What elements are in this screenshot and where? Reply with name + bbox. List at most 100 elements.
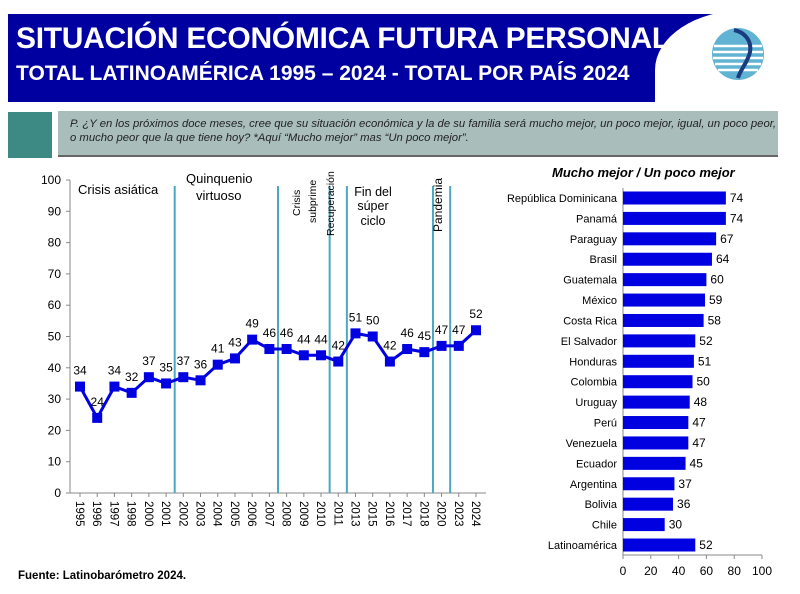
bar xyxy=(623,334,696,348)
data-label: 44 xyxy=(314,332,328,346)
x-tick-label: 2015 xyxy=(366,501,378,527)
bar xyxy=(623,395,690,409)
period-label-subprime: Crisis xyxy=(291,190,303,216)
x-tick-label: 2017 xyxy=(400,501,412,527)
data-point xyxy=(264,344,275,355)
data-point xyxy=(143,372,154,383)
data-label: 37 xyxy=(142,354,156,368)
x-tick-label: 100 xyxy=(752,564,772,578)
period-label-pandemia: Pandemia xyxy=(431,178,445,232)
period-label-subprime: subprime xyxy=(307,180,319,223)
category-label: Ecuador xyxy=(576,458,617,470)
x-tick-label: 2008 xyxy=(280,501,292,527)
bar-value-label: 58 xyxy=(708,313,722,327)
data-label: 47 xyxy=(452,323,466,337)
data-label: 32 xyxy=(125,370,139,384)
category-label: Brasil xyxy=(589,254,617,266)
bar xyxy=(623,456,686,470)
y-tick-label: 100 xyxy=(41,173,61,187)
bar-value-label: 74 xyxy=(730,211,744,225)
bar-value-label: 51 xyxy=(698,354,712,368)
x-tick-label: 2020 xyxy=(435,501,447,527)
question-text: P. ¿Y en los próximos doce meses, cree q… xyxy=(58,111,778,157)
data-point xyxy=(316,350,327,361)
category-label: Paraguay xyxy=(570,234,618,246)
data-label: 47 xyxy=(435,323,449,337)
header-banner xyxy=(8,14,768,102)
x-tick-label: 1998 xyxy=(125,501,137,527)
data-point xyxy=(161,378,172,389)
data-point xyxy=(195,375,206,386)
data-label: 41 xyxy=(211,342,225,356)
data-label: 51 xyxy=(349,310,363,324)
bar xyxy=(623,252,712,266)
x-tick-label: 2004 xyxy=(211,501,223,527)
data-label: 44 xyxy=(297,332,311,346)
data-label: 52 xyxy=(469,307,483,321)
bar-value-label: 47 xyxy=(692,416,706,430)
bar xyxy=(623,416,689,430)
x-tick-label: 2011 xyxy=(331,501,343,526)
category-label: Uruguay xyxy=(575,397,617,409)
bar xyxy=(623,354,694,368)
source-note: Fuente: Latinobarómetro 2024. xyxy=(18,570,187,582)
y-tick-label: 20 xyxy=(48,423,62,437)
y-tick-label: 0 xyxy=(54,486,61,500)
data-label: 50 xyxy=(366,314,380,328)
bar-value-label: 30 xyxy=(669,518,683,532)
category-label: El Salvador xyxy=(561,336,618,348)
category-label: Perú xyxy=(594,418,617,430)
x-tick-label: 2013 xyxy=(348,501,360,527)
bar-value-label: 60 xyxy=(710,273,724,287)
bar-chart: Mucho mejor / Un poco mejor 0 20 40 60 80 100 R… xyxy=(507,165,772,578)
data-label: 49 xyxy=(245,317,259,331)
bar xyxy=(623,477,675,491)
x-tick-label: 80 xyxy=(728,564,742,578)
bar-value-label: 48 xyxy=(694,395,708,409)
data-point xyxy=(229,353,240,364)
bar-value-label: 52 xyxy=(699,538,713,552)
x-tick-label: 2009 xyxy=(297,501,309,527)
x-tick-label: 2000 xyxy=(142,501,154,527)
bar-value-label: 67 xyxy=(720,232,734,246)
x-tick-label: 2010 xyxy=(314,501,326,527)
data-label: 36 xyxy=(194,357,208,371)
data-point xyxy=(471,325,481,336)
data-point xyxy=(384,356,395,367)
question-marker xyxy=(8,112,52,158)
data-label: 46 xyxy=(263,326,277,340)
period-label-fin-super-ciclo: Fin del xyxy=(354,185,392,199)
data-point xyxy=(247,334,258,345)
y-tick-label: 70 xyxy=(48,267,62,281)
period-label-quinquenio: virtuoso xyxy=(196,188,242,203)
line-chart: 0 10 20 30 40 50 60 70 80 90 100 1995 1996 1997 1998 20… xyxy=(41,171,486,527)
period-label-quinquenio: Quinquenio xyxy=(186,171,253,186)
x-tick-label: 2016 xyxy=(383,501,395,527)
page-title: SITUACIÓN ECONÓMICA FUTURA PERSONAL xyxy=(16,22,670,55)
bar-value-label: 45 xyxy=(690,456,704,470)
category-label: Colombia xyxy=(571,377,618,389)
category-label: Costa Rica xyxy=(563,315,618,327)
data-label: 46 xyxy=(280,326,294,340)
bar-chart-title: Mucho mejor / Un poco mejor xyxy=(552,165,736,180)
data-point xyxy=(436,340,447,351)
x-tick-label: 2003 xyxy=(194,501,206,527)
x-tick-label: 2018 xyxy=(417,501,429,527)
bar xyxy=(623,538,696,552)
y-tick-label: 80 xyxy=(48,236,62,250)
category-label: Honduras xyxy=(569,356,617,368)
bar xyxy=(623,293,706,307)
x-tick-label: 1996 xyxy=(90,501,102,527)
data-point xyxy=(350,328,361,339)
data-point xyxy=(298,350,309,361)
y-tick-label: 10 xyxy=(48,455,62,469)
data-label: 42 xyxy=(332,339,346,353)
data-label: 34 xyxy=(108,364,122,378)
data-point xyxy=(402,344,413,355)
bar-value-label: 59 xyxy=(709,293,723,307)
data-point xyxy=(333,356,344,367)
data-label: 34 xyxy=(73,364,87,378)
bar xyxy=(623,313,704,327)
x-tick-label: 2002 xyxy=(176,501,188,527)
